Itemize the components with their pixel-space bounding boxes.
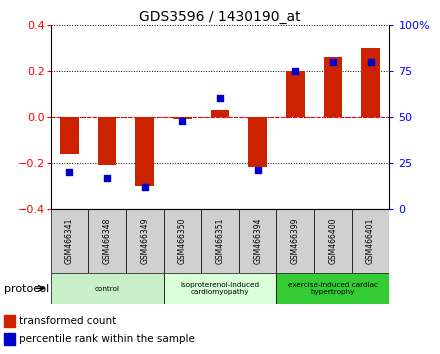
Bar (88, 209, 126, 273)
Point (292, 68, 299, 74)
Bar (239, 209, 276, 273)
Point (179, 118, 186, 123)
Bar (211, 110, 229, 117)
Bar (276, 273, 389, 304)
Bar (361, 48, 380, 117)
Text: GSM466394: GSM466394 (253, 217, 262, 264)
Text: transformed count: transformed count (19, 316, 116, 326)
Bar (136, 117, 154, 186)
Title: GDS3596 / 1430190_at: GDS3596 / 1430190_at (139, 10, 301, 24)
Bar (164, 209, 201, 273)
Text: GSM466400: GSM466400 (328, 217, 337, 264)
Text: GSM466401: GSM466401 (366, 217, 375, 264)
Text: GSM466351: GSM466351 (216, 217, 224, 264)
Bar (352, 209, 389, 273)
Bar (4, 315, 15, 327)
Bar (248, 117, 267, 167)
Point (254, 167, 261, 173)
Text: GSM466399: GSM466399 (291, 217, 300, 264)
Bar (51, 273, 164, 304)
Point (367, 59, 374, 64)
Point (66, 169, 73, 175)
Text: isoproterenol-induced
cardiomyopathy: isoproterenol-induced cardiomyopathy (180, 282, 260, 295)
Bar (60, 117, 79, 154)
Text: GSM466341: GSM466341 (65, 217, 74, 264)
Text: GSM466349: GSM466349 (140, 217, 149, 264)
Bar (201, 209, 239, 273)
Bar (314, 209, 352, 273)
Point (103, 175, 110, 181)
Bar (276, 209, 314, 273)
Point (141, 184, 148, 190)
Text: GSM466350: GSM466350 (178, 217, 187, 264)
Text: control: control (95, 286, 120, 291)
Text: exercise-induced cardiac
hypertrophy: exercise-induced cardiac hypertrophy (288, 282, 378, 295)
Bar (173, 117, 192, 119)
Bar (286, 71, 305, 117)
Point (330, 59, 337, 64)
Bar (126, 209, 164, 273)
Bar (98, 117, 117, 165)
Text: percentile rank within the sample: percentile rank within the sample (19, 334, 195, 344)
Bar (51, 209, 88, 273)
Text: protocol: protocol (4, 284, 50, 293)
Bar (4, 333, 15, 345)
Point (216, 96, 224, 101)
Bar (323, 57, 342, 117)
Bar (164, 273, 276, 304)
Text: GSM466348: GSM466348 (103, 217, 112, 264)
